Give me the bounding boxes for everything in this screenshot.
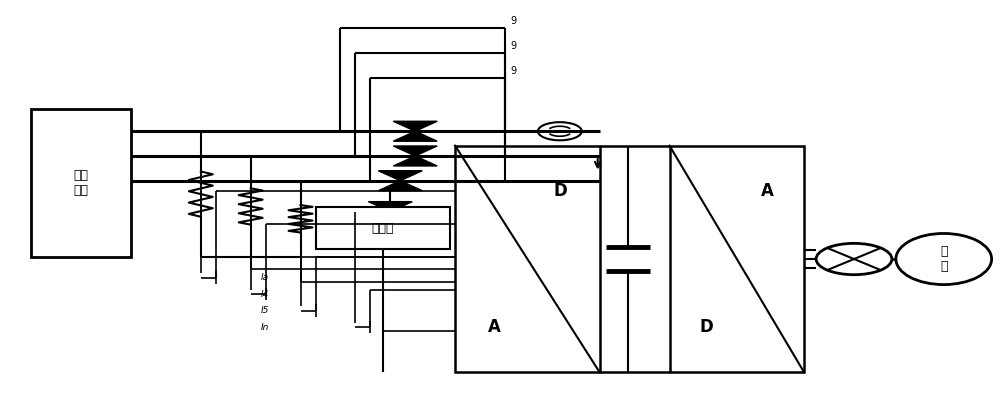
Bar: [316, 208, 450, 249]
Polygon shape: [393, 156, 437, 166]
Bar: [455, 146, 600, 372]
Polygon shape: [393, 131, 437, 141]
Text: A: A: [761, 182, 774, 200]
Polygon shape: [393, 121, 437, 131]
Text: In: In: [261, 322, 269, 332]
Bar: [31, 109, 131, 257]
Polygon shape: [393, 146, 437, 156]
Text: D: D: [554, 182, 568, 200]
Text: D: D: [699, 318, 713, 336]
Text: A: A: [488, 318, 501, 336]
Text: 9: 9: [510, 66, 516, 76]
Text: 9: 9: [510, 41, 516, 51]
Polygon shape: [378, 171, 422, 181]
Text: 飞
轮: 飞 轮: [940, 245, 948, 273]
Text: I4: I4: [261, 290, 269, 298]
Text: Ia: Ia: [261, 273, 269, 282]
Text: 9: 9: [510, 16, 516, 26]
Polygon shape: [378, 181, 422, 190]
Bar: [670, 146, 804, 372]
Text: 敏感
负荷: 敏感 负荷: [74, 169, 89, 197]
Text: I5: I5: [261, 306, 269, 315]
Text: 滤波器: 滤波器: [372, 222, 394, 234]
Polygon shape: [368, 212, 412, 222]
Polygon shape: [368, 202, 412, 212]
